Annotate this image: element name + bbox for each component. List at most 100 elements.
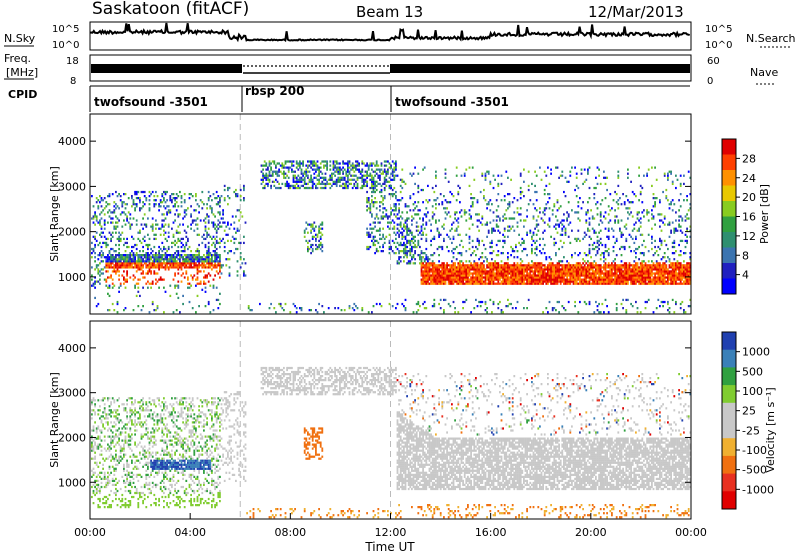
- scatter-cell: [629, 274, 631, 276]
- scatter-cell: [139, 260, 141, 262]
- scatter-cell: [177, 232, 179, 234]
- scatter-cell: [440, 276, 442, 278]
- scatter-cell: [461, 252, 463, 254]
- scatter-cell: [133, 254, 135, 256]
- scatter-cell: [437, 274, 439, 276]
- scatter-cell: [480, 191, 482, 193]
- scatter-cell: [272, 175, 274, 177]
- scatter-cell: [465, 219, 467, 221]
- scatter-cell: [648, 211, 650, 213]
- scatter-cell: [408, 234, 410, 236]
- scatter-cell: [206, 215, 208, 217]
- scatter-cell: [459, 234, 461, 236]
- scatter-cell: [531, 270, 533, 272]
- scatter-cell: [491, 274, 493, 276]
- scatter-cell: [201, 266, 203, 268]
- scatter-cell: [398, 224, 400, 226]
- scatter-cell: [438, 264, 440, 266]
- scatter-cell: [240, 266, 242, 268]
- scatter-cell: [593, 187, 595, 189]
- scatter-cell: [368, 197, 370, 199]
- scatter-cell: [601, 276, 603, 278]
- scatter-cell: [592, 274, 594, 276]
- scatter-cell: [152, 281, 154, 283]
- scatter-cell: [521, 242, 523, 244]
- scatter-cell: [134, 276, 136, 278]
- scatter-cell: [526, 283, 528, 285]
- scatter-cell: [609, 279, 611, 281]
- scatter-cell: [504, 240, 506, 242]
- scatter-cell: [361, 307, 363, 309]
- scatter-cell: [97, 254, 99, 256]
- scatter-cell: [478, 301, 480, 303]
- scatter-cell: [115, 266, 117, 268]
- scatter-cell: [109, 309, 111, 311]
- scatter-cell: [600, 213, 602, 215]
- scatter-cell: [371, 165, 373, 167]
- scatter-cell: [574, 252, 576, 254]
- scatter-cell: [577, 274, 579, 276]
- scatter-cell: [416, 222, 418, 224]
- scatter-cell: [157, 272, 159, 274]
- scatter-cell: [259, 303, 261, 305]
- scatter-cell: [496, 209, 498, 211]
- scatter-cell: [421, 274, 423, 276]
- scatter-cell: [641, 279, 643, 281]
- scatter-cell: [374, 222, 376, 224]
- scatter-cell: [525, 283, 527, 285]
- scatter-cell: [208, 303, 210, 305]
- scatter-cell: [464, 279, 466, 281]
- scatter-cell: [113, 250, 115, 252]
- scatter-cell: [425, 213, 427, 215]
- scatter-cell: [445, 270, 447, 272]
- scatter-cell: [430, 270, 432, 272]
- scatter-cell: [641, 234, 643, 236]
- scatter-cell: [477, 268, 479, 270]
- scatter-cell: [608, 272, 610, 274]
- scatter-cell: [576, 185, 578, 187]
- scatter-cell: [510, 268, 512, 270]
- scatter-cell: [344, 187, 346, 189]
- scatter-cell: [629, 272, 631, 274]
- scatter-cell: [497, 272, 499, 274]
- scatter-cell: [389, 242, 391, 244]
- scatter-cell: [217, 256, 219, 258]
- scatter-cell: [97, 199, 99, 201]
- scatter-cell: [320, 171, 322, 173]
- scatter-cell: [177, 268, 179, 270]
- scatter-cell: [101, 199, 103, 201]
- scatter-cell: [400, 191, 402, 193]
- scatter-cell: [457, 262, 459, 264]
- scatter-cell: [142, 191, 144, 193]
- scatter-cell: [408, 242, 410, 244]
- scatter-cell: [593, 248, 595, 250]
- scatter-cell: [405, 246, 407, 248]
- scatter-cell: [128, 222, 130, 224]
- scatter-cell: [555, 281, 557, 283]
- scatter-cell: [129, 266, 131, 268]
- scatter-cell: [459, 211, 461, 213]
- scatter-cell: [291, 171, 293, 173]
- scatter-cell: [142, 250, 144, 252]
- scatter-cell: [168, 236, 170, 238]
- scatter-cell: [221, 272, 223, 274]
- scatter-cell: [99, 195, 101, 197]
- scatter-cell: [629, 234, 631, 236]
- scatter-cell: [118, 236, 120, 238]
- scatter-cell: [125, 279, 127, 281]
- scatter-cell: [99, 279, 101, 281]
- scatter-cell: [205, 260, 207, 262]
- scatter-cell: [534, 279, 536, 281]
- scatter-cell: [600, 311, 602, 313]
- scatter-cell: [614, 272, 616, 274]
- scatter-cell: [496, 266, 498, 268]
- scatter-cell: [277, 175, 279, 177]
- scatter-cell: [318, 232, 320, 234]
- scatter-cell: [517, 207, 519, 209]
- scatter-cell: [409, 244, 411, 246]
- scatter-cell: [115, 270, 117, 272]
- scatter-cell: [462, 270, 464, 272]
- scatter-cell: [521, 260, 523, 262]
- scatter-cell: [168, 246, 170, 248]
- scatter-cell: [297, 187, 299, 189]
